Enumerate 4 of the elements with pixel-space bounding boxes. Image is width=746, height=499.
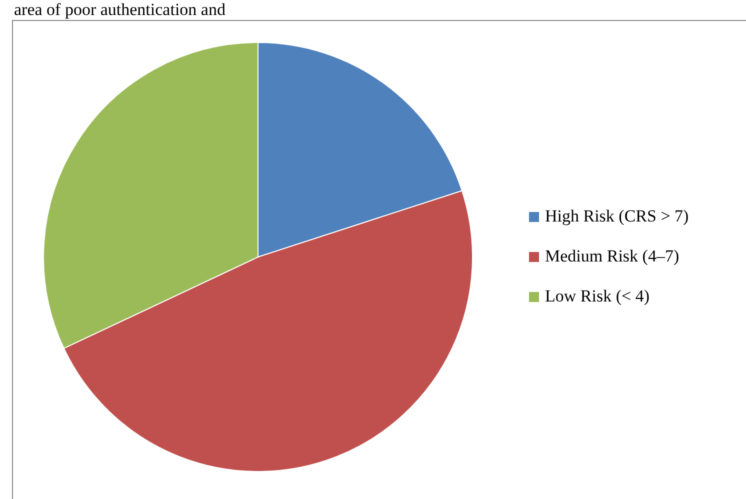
text: area of poor authentication and — [14, 0, 226, 19]
legend-label: High Risk (CRS > 7) — [545, 206, 689, 226]
legend-label: Low Risk (< 4) — [545, 286, 650, 306]
legend-label: Medium Risk (4–7) — [545, 246, 680, 266]
